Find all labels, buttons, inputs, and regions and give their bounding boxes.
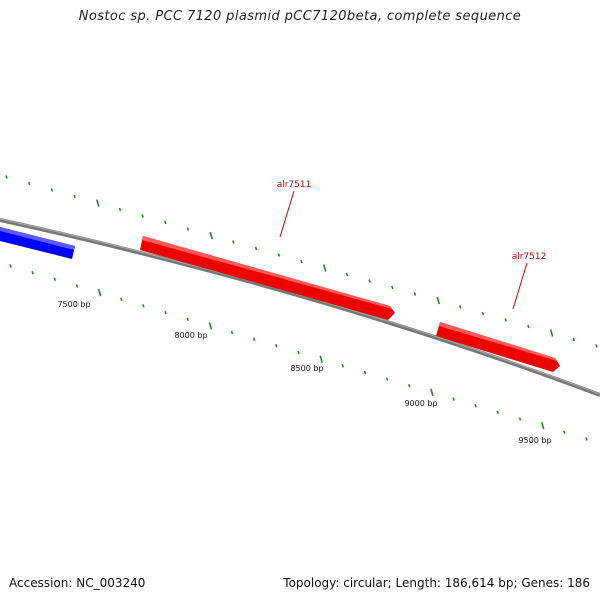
inner-tick-marks — [9, 264, 588, 441]
inner-tick — [430, 388, 434, 397]
tick-label-8000: 8000 bp — [174, 331, 207, 340]
map-title: Nostoc sp. PCC 7120 plasmid pCC7120beta,… — [78, 9, 522, 24]
inner-tick — [496, 410, 500, 415]
outer-tick — [504, 318, 507, 322]
tick-label-7500: 7500 bp — [57, 300, 90, 309]
inner-tick — [9, 264, 12, 268]
inner-tick — [563, 430, 566, 435]
outer-tick — [549, 329, 554, 337]
inner-tick — [275, 344, 278, 348]
inner-tick — [252, 337, 256, 341]
inner-tick — [385, 377, 389, 381]
inner-tick — [297, 350, 300, 355]
inner-tick — [474, 403, 477, 408]
outer-tick — [209, 231, 213, 240]
outer-tick — [481, 311, 485, 316]
gene-alr7512-shade — [439, 322, 557, 361]
inner-tick — [97, 288, 102, 297]
inner-tick — [142, 304, 145, 308]
accession-text: Accession: NC_003240 — [9, 576, 146, 590]
inner-tick — [208, 322, 213, 330]
tick-label-8500: 8500 bp — [290, 364, 323, 373]
outer-tick — [391, 285, 394, 290]
outer-tick — [50, 188, 54, 192]
outer-tick — [118, 207, 122, 212]
outer-tick — [277, 253, 281, 257]
outer-tick — [232, 240, 235, 244]
outer-tick — [186, 227, 190, 231]
inner-tick — [319, 355, 323, 363]
outer-tick — [96, 199, 100, 207]
outer-tick — [413, 292, 417, 296]
sequence-summary-text: Topology: circular; Length: 186,614 bp; … — [283, 576, 590, 590]
gene-reverse-shade — [0, 227, 75, 250]
inner-tick — [31, 270, 34, 275]
outer-tick — [572, 337, 576, 342]
outer-tick — [27, 181, 31, 186]
inner-tick — [363, 370, 367, 375]
sequence-backbone — [0, 218, 600, 397]
outer-tick — [300, 259, 303, 264]
outer-tick — [345, 272, 349, 277]
inner-tick — [186, 317, 189, 321]
outer-tick — [527, 324, 530, 329]
gene-label-alr7511[interactable]: alr7511 — [277, 180, 312, 190]
inner-tick — [164, 310, 167, 315]
inner-tick — [540, 421, 545, 430]
gene-label-leader-alr7512 — [512, 262, 528, 310]
outer-tick — [5, 175, 8, 179]
inner-tick — [408, 384, 411, 388]
outer-tick — [141, 214, 144, 218]
gene-alr7511[interactable] — [140, 236, 395, 320]
outer-tick — [368, 279, 371, 283]
outer-tick — [254, 246, 258, 251]
outer-tick — [164, 220, 167, 225]
gene-alr7512-body — [436, 322, 560, 372]
outer-tick — [322, 264, 327, 272]
inner-tick — [341, 364, 345, 368]
outer-tick — [73, 194, 76, 199]
gene-reverse[interactable] — [0, 227, 75, 259]
outer-tick-marks — [5, 175, 598, 348]
outer-tick — [595, 344, 598, 348]
inner-tick — [452, 397, 455, 401]
gene-alr7511-shade — [142, 236, 392, 309]
inner-tick — [585, 437, 588, 441]
outer-tick — [436, 296, 440, 305]
inner-tick — [75, 284, 79, 288]
tick-label-9500: 9500 bp — [518, 436, 551, 445]
inner-tick — [518, 417, 522, 421]
gene-alr7512[interactable] — [436, 322, 560, 372]
gene-label-alr7512[interactable]: alr7512 — [512, 252, 547, 262]
inner-tick — [53, 277, 57, 282]
outer-tick — [459, 305, 462, 309]
tick-label-9000: 9000 bp — [404, 399, 437, 408]
inner-tick — [230, 330, 234, 335]
gene-label-leader-alr7511 — [279, 190, 295, 238]
inner-tick — [120, 297, 123, 302]
